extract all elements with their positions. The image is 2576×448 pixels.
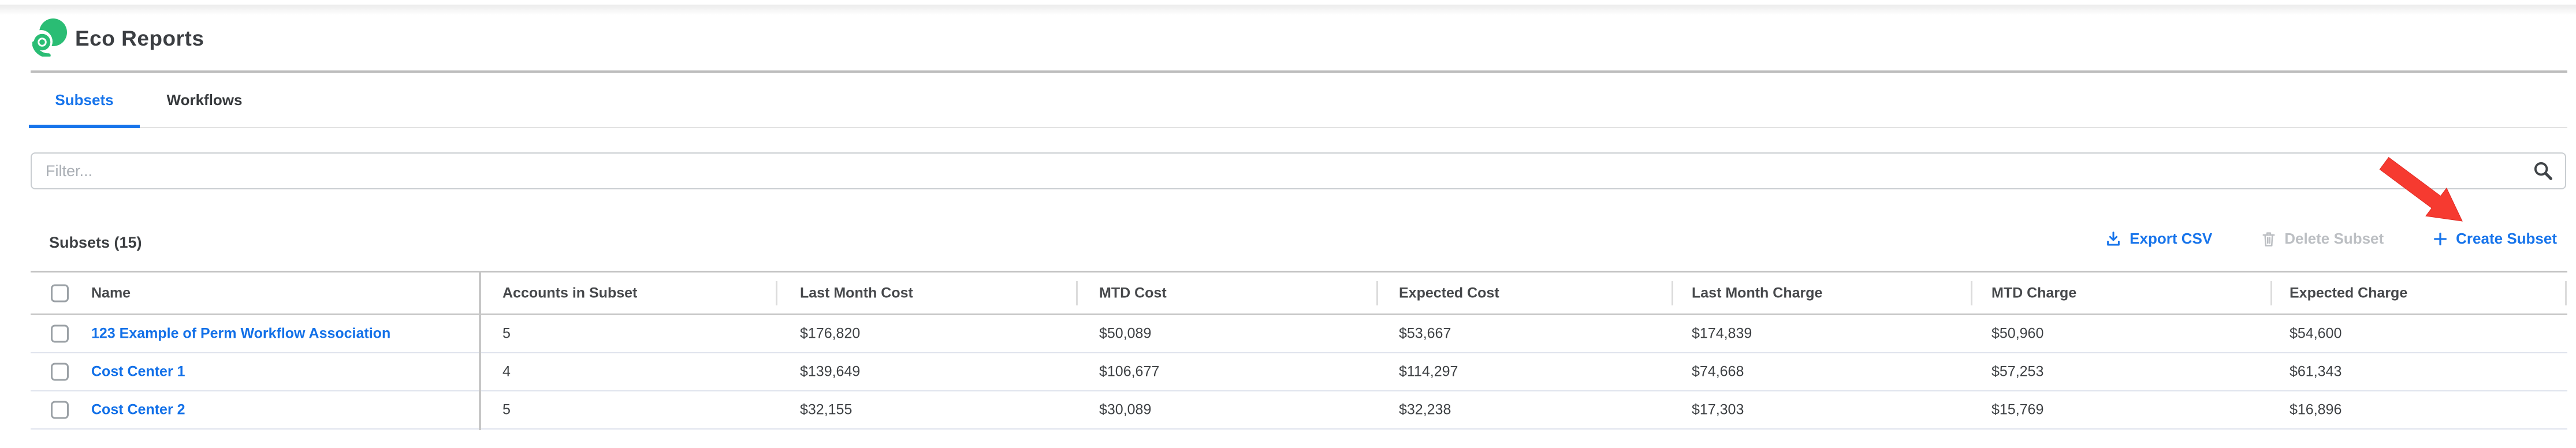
last-month-cost-value: $176,820: [800, 325, 861, 342]
header-last-month-charge: Last Month Charge: [1692, 285, 1823, 301]
accounts-in-subset-value: 5: [502, 325, 511, 342]
active-tab-underline: [29, 125, 140, 128]
filter-container: [31, 152, 2566, 189]
last-month-cost-value: $32,155: [800, 401, 853, 418]
header-name: Name: [91, 285, 131, 301]
top-shadow-strip: [0, 5, 2576, 15]
eco-logo-icon: [32, 18, 67, 57]
mtd-charge-value: $57,253: [1991, 363, 2044, 380]
expected-charge-value: $61,343: [2290, 363, 2342, 380]
row-checkbox[interactable]: [51, 401, 69, 419]
mtd-cost-value: $30,089: [1099, 401, 1152, 418]
last-month-charge-value: $174,839: [1692, 325, 1752, 342]
mtd-cost-value: $106,677: [1099, 363, 1160, 380]
expected-charge-value: $54,600: [2290, 325, 2342, 342]
header-divider-6: [2270, 281, 2272, 305]
header-accounts-in-subset: Accounts in Subset: [502, 285, 638, 301]
select-all-checkbox[interactable]: [51, 284, 69, 302]
create-subset-button[interactable]: Create Subset: [2432, 230, 2557, 248]
last-month-charge-value: $17,303: [1692, 401, 1744, 418]
subset-name-link[interactable]: Cost Center 1: [91, 363, 185, 380]
search-icon: [2534, 162, 2552, 180]
expected-cost-value: $32,238: [1399, 401, 1451, 418]
header-divider-7: [2565, 281, 2567, 305]
table-row: Cost Center 1 4 $139,649 $106,677 $114,2…: [31, 353, 2567, 391]
header-expected-cost: Expected Cost: [1399, 285, 1499, 301]
table-row: Cost Center 2 5 $32,155 $30,089 $32,238 …: [31, 391, 2567, 430]
mtd-cost-value: $50,089: [1099, 325, 1152, 342]
toolbar: Export CSV Delete Subset Create Subset: [2105, 230, 2557, 248]
last-month-charge-value: $74,668: [1692, 363, 1744, 380]
tab-workflows-label: Workflows: [166, 91, 243, 109]
header-divider-3: [1376, 281, 1378, 305]
name-column-divider: [479, 271, 481, 430]
header-divider-2: [1076, 281, 1078, 305]
create-subset-label: Create Subset: [2456, 230, 2557, 247]
header-mtd-charge: MTD Charge: [1991, 285, 2077, 301]
accounts-in-subset-value: 5: [502, 401, 511, 418]
accounts-in-subset-value: 4: [502, 363, 511, 380]
header-divider-1: [776, 281, 777, 305]
subsets-table: Name Accounts in Subset Last Month Cost …: [31, 271, 2567, 430]
header-expected-charge: Expected Charge: [2290, 285, 2408, 301]
tab-subsets[interactable]: Subsets: [29, 73, 140, 127]
export-csv-button[interactable]: Export CSV: [2105, 230, 2212, 248]
subset-name-link[interactable]: 123 Example of Perm Workflow Association: [91, 325, 391, 342]
mtd-charge-value: $50,960: [1991, 325, 2044, 342]
expected-cost-value: $53,667: [1399, 325, 1451, 342]
header-divider-4: [1672, 281, 1673, 305]
last-month-cost-value: $139,649: [800, 363, 861, 380]
mtd-charge-value: $15,769: [1991, 401, 2044, 418]
row-checkbox[interactable]: [51, 363, 69, 381]
expected-charge-value: $16,896: [2290, 401, 2342, 418]
header-mtd-cost: MTD Cost: [1099, 285, 1167, 301]
tab-subsets-label: Subsets: [55, 91, 114, 109]
section-title: Subsets (15): [49, 234, 142, 251]
plus-icon: [2434, 232, 2447, 245]
subset-name-link[interactable]: Cost Center 2: [91, 401, 185, 418]
header-last-month-cost: Last Month Cost: [800, 285, 913, 301]
download-icon: [2107, 231, 2120, 245]
table-header-row: Name Accounts in Subset Last Month Cost …: [31, 271, 2567, 315]
tab-bar-border: [31, 127, 2567, 128]
header-divider: [31, 70, 2567, 73]
delete-subset-button[interactable]: Delete Subset: [2261, 230, 2384, 248]
table-row: 123 Example of Perm Workflow Association…: [31, 315, 2567, 353]
trash-icon: [2262, 232, 2275, 247]
page-title: Eco Reports: [75, 27, 204, 50]
header-divider-5: [1971, 281, 1972, 305]
export-csv-label: Export CSV: [2130, 230, 2213, 247]
delete-subset-label: Delete Subset: [2284, 230, 2384, 247]
filter-input[interactable]: [31, 152, 2566, 189]
row-checkbox[interactable]: [51, 324, 69, 343]
expected-cost-value: $114,297: [1399, 363, 1458, 380]
tab-workflows[interactable]: Workflows: [152, 73, 256, 127]
